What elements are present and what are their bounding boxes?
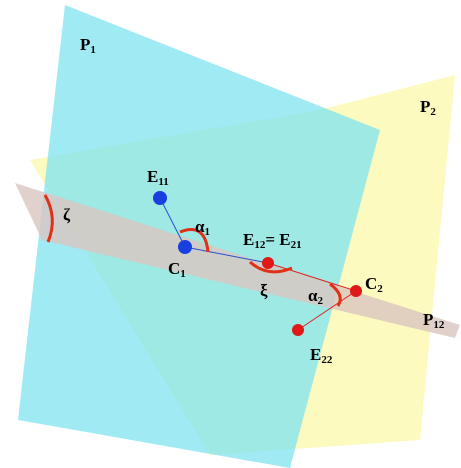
label: α2 (308, 286, 324, 307)
label: E12= E21 (243, 230, 302, 251)
angle-arc (329, 282, 342, 307)
segment (267, 262, 357, 292)
plane-p1 (18, 5, 380, 468)
label-subscript: 12 (254, 239, 266, 251)
point (178, 240, 192, 254)
label-subscript: 2 (318, 295, 324, 307)
segment (159, 197, 186, 248)
segment (184, 246, 269, 264)
label-text: ξ (260, 281, 268, 300)
label-text: P (420, 97, 430, 116)
label-subscript: 21 (291, 239, 302, 251)
point (262, 257, 274, 269)
label-text: = E (265, 230, 290, 249)
label-subscript: 1 (90, 44, 96, 56)
label-text: α (195, 217, 205, 236)
label: ζ (63, 205, 71, 224)
label: P2 (420, 97, 436, 118)
point (153, 191, 167, 205)
label-subscript: 1 (180, 268, 186, 280)
label: ξ (260, 281, 268, 300)
segment (297, 290, 357, 331)
label: α1 (195, 217, 210, 238)
point (350, 285, 362, 297)
label: C1 (168, 259, 186, 280)
label-text: E (243, 230, 254, 249)
angle-arc (43, 194, 54, 243)
label-text: α (308, 286, 318, 305)
point (292, 324, 304, 336)
label-text: ζ (63, 205, 71, 224)
label-text: C (365, 274, 377, 293)
label-subscript: 1 (205, 226, 211, 238)
label-subscript: 12 (433, 319, 445, 331)
label: E11 (147, 167, 169, 188)
label-text: C (168, 259, 180, 278)
label-subscript: 2 (430, 106, 436, 118)
angle-arc (179, 228, 210, 253)
label: P12 (423, 310, 445, 331)
label-subscript: 2 (377, 283, 383, 295)
label: P1 (80, 35, 96, 56)
label-subscript: 11 (158, 176, 168, 188)
label-text: P (80, 35, 90, 54)
label: C2 (365, 274, 383, 295)
label-text: E (147, 167, 158, 186)
plane-p12 (15, 183, 460, 338)
label-text: P (423, 310, 433, 329)
label: E22 (310, 345, 333, 366)
angle-arc (249, 260, 293, 274)
label-subscript: 22 (321, 354, 333, 366)
label-text: E (310, 345, 321, 364)
